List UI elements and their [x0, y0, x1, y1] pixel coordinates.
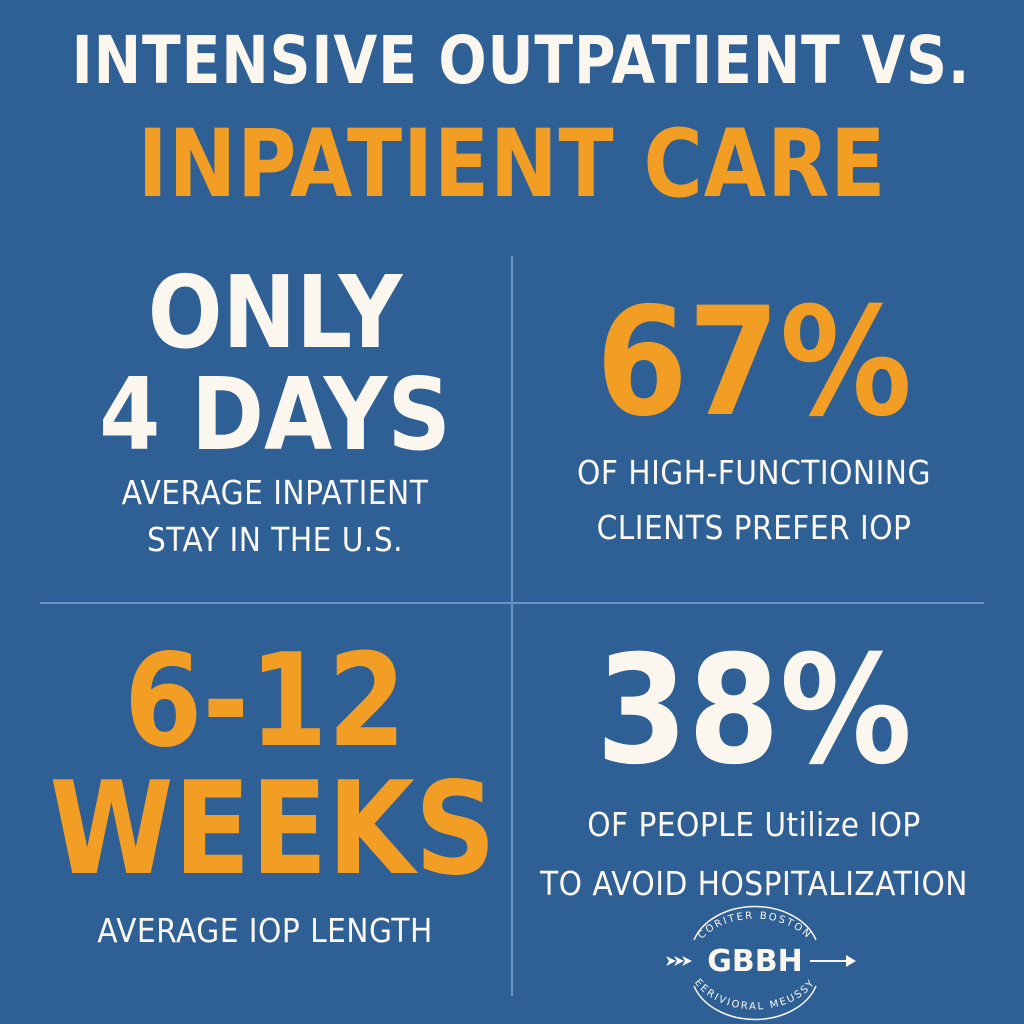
- arrow-feather-icon: [666, 956, 692, 966]
- logo-top-arc-line: [693, 905, 817, 941]
- logo-arc-bottom-text: EERIVIORAL MEUSSY: [692, 977, 818, 1012]
- horizontal-divider: [40, 602, 984, 604]
- stat-inpatient-stay-caption-1: AVERAGE INPATIENT: [121, 473, 429, 512]
- stat-avoid-hospitalization-caption-2: TO AVOID HOSPITALIZATION: [540, 864, 968, 904]
- stat-prefer-iop: 67% OF HIGH-FUNCTIONING CLIENTS PREFER I…: [514, 288, 994, 549]
- arrow-head-icon: [810, 955, 856, 967]
- stat-prefer-iop-caption-1: OF HIGH-FUNCTIONING: [577, 453, 931, 492]
- title-line-2: INPATIENT CARE: [137, 110, 887, 219]
- vertical-divider: [511, 256, 513, 996]
- stat-inpatient-stay-line2: 4 DAYS: [99, 356, 451, 473]
- stat-avoid-hospitalization: 38% OF PEOPLE Utilize IOP TO AVOID HOSPI…: [514, 636, 994, 905]
- stat-prefer-iop-value: 67%: [596, 276, 912, 450]
- stat-iop-length-caption: AVERAGE IOP LENGTH: [97, 911, 433, 950]
- stat-iop-length-line1: 6-12: [124, 627, 406, 776]
- stat-iop-length: 6-12 WEEKS AVERAGE IOP LENGTH: [20, 638, 510, 951]
- logo-arc-top-text: CORITER BOSTON: [696, 911, 814, 942]
- stat-avoid-hospitalization-value: 38%: [596, 624, 912, 798]
- stat-inpatient-stay-line1: ONLY: [147, 254, 403, 371]
- logo-bottom-arc-line: [693, 985, 817, 1021]
- stat-avoid-hospitalization-caption-1: OF PEOPLE Utilize IOP: [587, 805, 921, 844]
- stat-inpatient-stay-caption-2: STAY IN THE U.S.: [146, 520, 404, 560]
- stat-prefer-iop-caption-2: CLIENTS PREFER IOP: [596, 508, 912, 548]
- stat-inpatient-stay: ONLY 4 DAYS AVERAGE INPATIENT STAY IN TH…: [40, 262, 510, 561]
- logo-wordmark: GBBH: [707, 944, 802, 979]
- title-line-1: INTENSIVE OUTPATIENT VS.: [71, 22, 971, 99]
- gbbh-logo: CORITER BOSTON EERIVIORAL MEUSSY GBBH: [666, 905, 856, 1021]
- stat-iop-length-line2: WEEKS: [49, 755, 496, 904]
